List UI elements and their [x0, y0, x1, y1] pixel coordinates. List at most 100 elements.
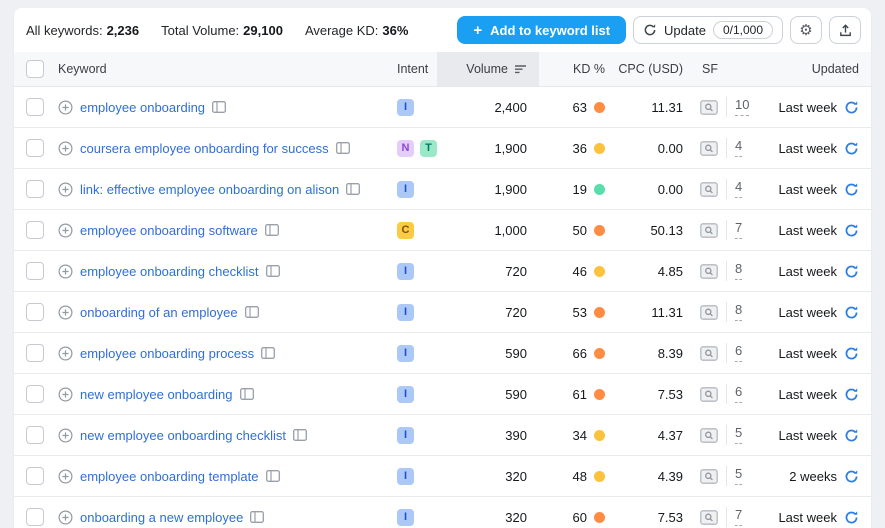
expand-keyword-icon[interactable] [58, 182, 73, 197]
row-checkbox[interactable] [26, 467, 44, 485]
expand-keyword-icon[interactable] [58, 387, 73, 402]
refresh-icon[interactable] [844, 100, 859, 115]
export-button[interactable] [829, 16, 861, 44]
refresh-icon[interactable] [844, 182, 859, 197]
select-all-checkbox[interactable] [26, 60, 44, 78]
row-checkbox[interactable] [26, 385, 44, 403]
row-checkbox[interactable] [26, 221, 44, 239]
serp-preview-icon[interactable] [700, 468, 718, 484]
serp-preview-icon[interactable] [700, 263, 718, 279]
expand-keyword-icon[interactable] [58, 469, 73, 484]
keyword-link[interactable]: coursera employee onboarding for success [80, 140, 329, 156]
refresh-icon[interactable] [844, 387, 859, 402]
serp-card-icon[interactable] [265, 470, 280, 482]
row-checkbox[interactable] [26, 139, 44, 157]
refresh-icon[interactable] [844, 141, 859, 156]
kd-value: 19 [572, 181, 587, 197]
serp-preview-icon[interactable] [700, 345, 718, 361]
expand-keyword-icon[interactable] [58, 100, 73, 115]
keyword-link[interactable]: employee onboarding template [80, 468, 259, 484]
sf-divider [726, 261, 727, 281]
serp-preview-icon[interactable] [700, 222, 718, 238]
refresh-icon[interactable] [844, 223, 859, 238]
intent-badges: I [373, 467, 437, 485]
refresh-icon[interactable] [844, 428, 859, 443]
column-header-keyword[interactable]: Keyword [58, 62, 107, 76]
keyword-link[interactable]: employee onboarding checklist [80, 263, 259, 279]
expand-keyword-icon[interactable] [58, 510, 73, 525]
volume-value: 590 [505, 345, 527, 361]
serp-card-icon[interactable] [261, 347, 276, 359]
column-header-updated[interactable]: Updated [811, 62, 859, 76]
serp-preview-icon[interactable] [700, 386, 718, 402]
sf-value[interactable]: 7 [735, 508, 743, 526]
serp-card-icon[interactable] [212, 101, 226, 113]
expand-keyword-icon[interactable] [58, 264, 73, 279]
update-button[interactable]: Update 0/1,000 [633, 16, 783, 44]
column-header-sf[interactable]: SF [702, 62, 718, 76]
refresh-icon[interactable] [844, 469, 859, 484]
keyword-link[interactable]: new employee onboarding [80, 386, 233, 402]
expand-keyword-icon[interactable] [58, 141, 73, 156]
refresh-icon[interactable] [844, 510, 859, 525]
serp-card-icon[interactable] [265, 265, 280, 277]
serp-preview-icon[interactable] [700, 99, 718, 115]
row-checkbox[interactable] [26, 303, 44, 321]
sf-value[interactable]: 8 [735, 262, 743, 280]
stat-average-kd-label: Average KD: [304, 22, 379, 38]
row-checkbox[interactable] [26, 98, 44, 116]
keyword-link[interactable]: link: effective employee onboarding on a… [80, 181, 340, 197]
sf-value[interactable]: 7 [735, 221, 743, 239]
sf-value[interactable]: 6 [735, 344, 743, 362]
row-checkbox[interactable] [26, 180, 44, 198]
keyword-link[interactable]: new employee onboarding checklist [80, 427, 286, 443]
table-row: coursera employee onboarding for success… [14, 128, 871, 169]
row-checkbox[interactable] [26, 262, 44, 280]
keyword-link[interactable]: employee onboarding [80, 99, 206, 115]
keyword-link[interactable]: employee onboarding process [80, 345, 255, 361]
sf-value[interactable]: 10 [735, 98, 750, 116]
keyword-link[interactable]: employee onboarding software [80, 222, 258, 238]
sf-value[interactable]: 4 [735, 139, 743, 157]
expand-keyword-icon[interactable] [58, 223, 73, 238]
row-checkbox[interactable] [26, 508, 44, 526]
stat-total-volume-value: 29,100 [243, 22, 283, 38]
serp-card-icon[interactable] [346, 183, 361, 195]
expand-keyword-icon[interactable] [58, 305, 73, 320]
expand-keyword-icon[interactable] [58, 346, 73, 361]
serp-preview-icon[interactable] [700, 509, 718, 525]
serp-card-icon[interactable] [250, 511, 265, 523]
serp-preview-icon[interactable] [700, 181, 718, 197]
sf-value[interactable]: 4 [735, 180, 743, 198]
sf-value[interactable]: 5 [735, 467, 743, 485]
column-header-volume[interactable]: Volume [437, 52, 539, 86]
row-checkbox[interactable] [26, 426, 44, 444]
kd-dot [594, 388, 605, 400]
serp-preview-icon[interactable] [700, 427, 718, 443]
serp-card-icon[interactable] [335, 142, 350, 154]
serp-card-icon[interactable] [239, 388, 254, 400]
serp-preview-icon[interactable] [700, 140, 718, 156]
expand-keyword-icon[interactable] [58, 428, 73, 443]
column-header-intent[interactable]: Intent [397, 62, 429, 76]
column-header-cpc[interactable]: CPC (USD) [618, 62, 683, 76]
keyword-link[interactable]: onboarding a new employee [80, 509, 244, 525]
sf-value[interactable]: 6 [735, 385, 743, 403]
volume-value: 320 [505, 468, 527, 484]
volume-value: 1,900 [494, 181, 527, 197]
keyword-link[interactable]: onboarding of an employee [80, 304, 238, 320]
serp-card-icon[interactable] [244, 306, 259, 318]
kd-value: 53 [572, 304, 587, 320]
column-header-kd[interactable]: KD % [573, 62, 605, 76]
sf-value[interactable]: 5 [735, 426, 743, 444]
add-to-keyword-list-button[interactable]: + Add to keyword list [457, 16, 627, 44]
serp-preview-icon[interactable] [700, 304, 718, 320]
refresh-icon[interactable] [844, 346, 859, 361]
serp-card-icon[interactable] [293, 429, 307, 441]
refresh-icon[interactable] [844, 305, 859, 320]
settings-button[interactable]: ⚙ [790, 16, 822, 44]
refresh-icon[interactable] [844, 264, 859, 279]
sf-value[interactable]: 8 [735, 303, 743, 321]
row-checkbox[interactable] [26, 344, 44, 362]
serp-card-icon[interactable] [264, 224, 279, 236]
